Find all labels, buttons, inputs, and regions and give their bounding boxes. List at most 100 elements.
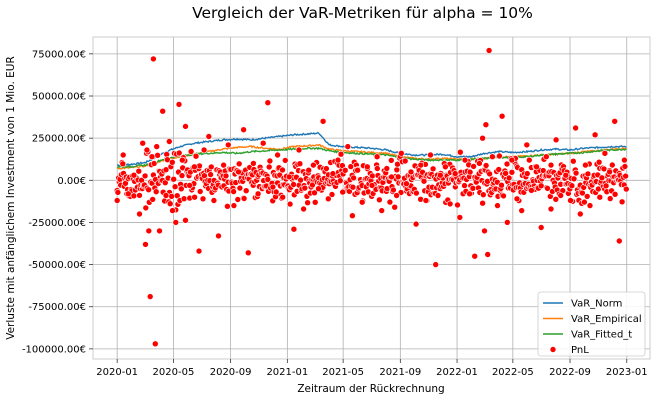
pnl-point — [466, 168, 474, 176]
pnl-point — [476, 160, 483, 167]
pnl-point — [220, 161, 227, 169]
pnl-point — [166, 138, 173, 145]
x-tick-label: 2020-05 — [153, 367, 195, 378]
pnl-point — [523, 170, 531, 177]
pnl-point — [334, 156, 342, 164]
pnl-point — [336, 177, 344, 184]
pnl-point — [581, 198, 588, 206]
pnl-point — [265, 163, 273, 171]
pnl-point — [533, 163, 540, 171]
pnl-point — [178, 172, 186, 179]
pnl-point — [142, 241, 149, 248]
pnl-point — [394, 173, 402, 181]
pnl-point — [182, 123, 189, 130]
pnl-point — [192, 152, 200, 160]
pnl-point — [584, 170, 592, 178]
pnl-point — [136, 192, 143, 199]
pnl-point — [496, 152, 503, 160]
pnl-point — [200, 146, 208, 154]
pnl-point — [324, 195, 332, 203]
pnl-point — [470, 163, 477, 170]
legend-label: VaR_Norm — [571, 299, 622, 310]
pnl-point — [500, 192, 507, 200]
pnl-point — [417, 196, 424, 203]
legend-label: VaR_Empirical — [571, 314, 642, 325]
pnl-point — [296, 160, 304, 167]
pnl-point — [596, 193, 604, 201]
pnl-point — [403, 180, 410, 187]
pnl-point — [373, 153, 381, 160]
pnl-point — [388, 173, 395, 181]
pnl-point — [606, 195, 614, 202]
y-tick-label: 50000.00€ — [32, 92, 86, 103]
pnl-point — [339, 188, 347, 196]
pnl-point — [373, 165, 381, 172]
pnl-point — [222, 172, 230, 180]
pnl-point — [136, 210, 143, 218]
pnl-point — [498, 112, 506, 120]
pnl-point — [250, 160, 257, 167]
pnl-point — [154, 152, 161, 159]
pnl-point — [482, 162, 490, 169]
pnl-point — [552, 196, 560, 203]
pnl-point — [130, 171, 138, 179]
pnl-point — [286, 200, 294, 208]
pnl-point — [393, 192, 400, 199]
pnl-point — [162, 192, 170, 199]
pnl-point — [427, 151, 434, 159]
x-tick-label: 2022-05 — [492, 367, 534, 378]
pnl-point — [611, 191, 619, 198]
legend-box — [537, 291, 646, 357]
pnl-point — [354, 166, 361, 174]
pnl-point — [114, 189, 122, 196]
pnl-point — [454, 201, 461, 209]
pnl-point — [622, 172, 629, 180]
pnl-point — [279, 193, 287, 201]
pnl-point — [264, 176, 272, 183]
pnl-point — [272, 188, 280, 196]
pnl-point — [323, 165, 330, 172]
pnl-point — [422, 197, 430, 204]
var-lines — [116, 131, 627, 170]
pnl-point — [544, 185, 551, 192]
pnl-point — [310, 161, 317, 169]
pnl-point — [285, 173, 293, 181]
pnl-point — [152, 340, 159, 348]
pnl-point — [621, 156, 628, 164]
pnl-point — [495, 166, 503, 173]
pnl-point — [611, 118, 619, 125]
pnl-point — [235, 160, 243, 168]
y-tick-label: 25000.00€ — [32, 134, 86, 145]
pnl-point — [451, 170, 459, 177]
pnl-point — [446, 200, 454, 208]
pnl-point — [199, 195, 207, 203]
pnl-point — [311, 199, 319, 206]
pnl-point — [152, 188, 160, 195]
pnl-point — [281, 157, 289, 164]
pnl-point — [148, 153, 156, 160]
pnl-point — [471, 252, 479, 260]
pnl-point — [537, 224, 545, 231]
pnl-point — [615, 237, 623, 245]
pnl-point — [349, 183, 357, 191]
pnl-point — [461, 182, 468, 189]
legend-label: PnL — [571, 345, 589, 356]
pnl-point — [576, 210, 584, 218]
pnl-point — [434, 192, 442, 199]
pnl-point — [171, 183, 179, 190]
y-axis-label: Verluste mit anfänglichem Investment von… — [5, 56, 17, 340]
pnl-point — [182, 217, 189, 224]
pnl-point — [196, 188, 204, 195]
pnl-point — [207, 171, 214, 178]
pnl-point — [245, 249, 252, 257]
pnl-point — [290, 225, 298, 233]
pnl-point — [622, 185, 630, 193]
y-tick-label: 0.00€ — [57, 176, 86, 187]
pnl-point — [170, 175, 177, 183]
pnl-point — [119, 160, 127, 168]
pnl-point — [191, 163, 198, 171]
x-tick-label: 2020-09 — [210, 367, 252, 378]
x-tick-label: 2020-01 — [96, 367, 138, 378]
pnl-point — [547, 205, 555, 213]
pnl-point — [417, 161, 425, 169]
